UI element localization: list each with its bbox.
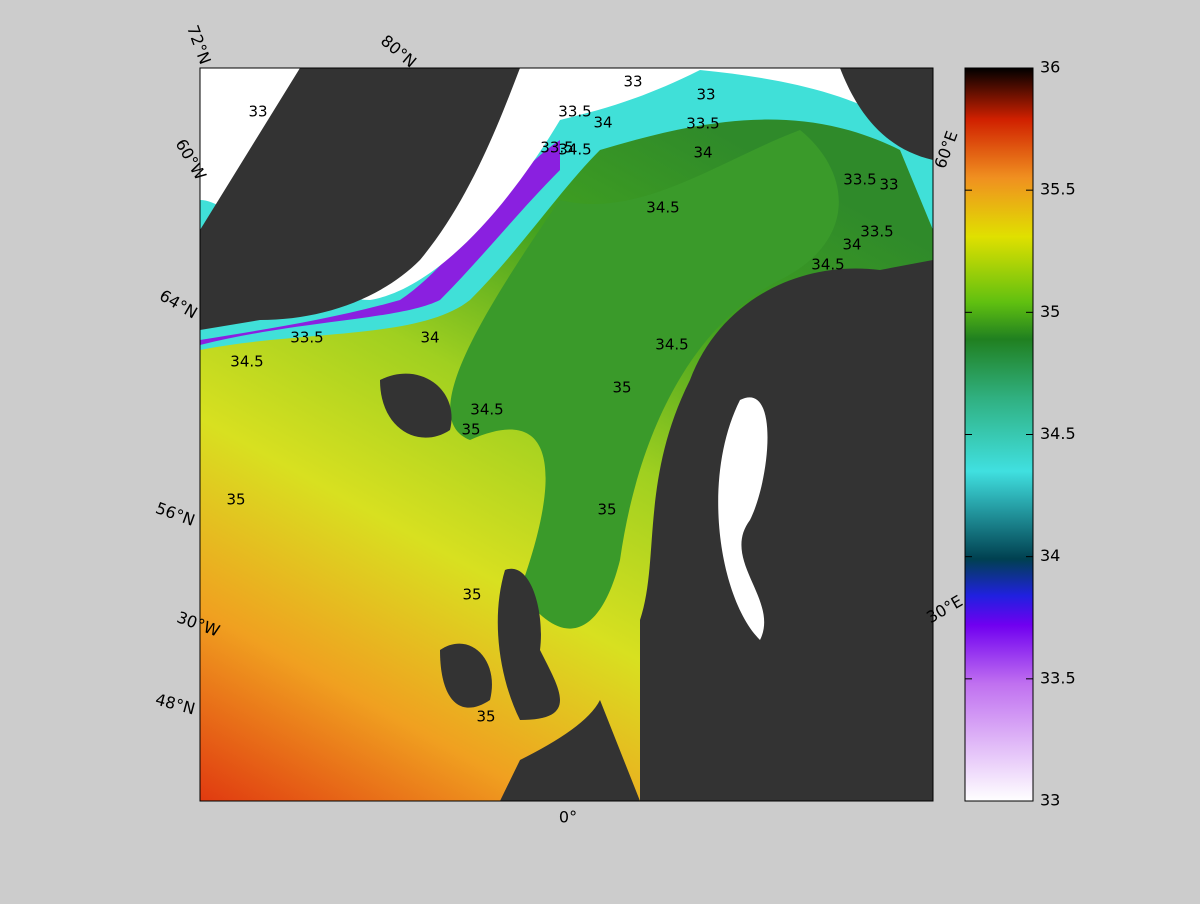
contour-label: 35 — [612, 379, 631, 397]
contour-label: 34.5 — [646, 199, 679, 217]
colorbar-tick-label: 35.5 — [1040, 180, 1076, 199]
contour-label: 35 — [461, 421, 480, 439]
contour-label: 33.5 — [558, 103, 591, 121]
contour-label: 34 — [593, 114, 612, 132]
graticule-label: 72°N — [183, 22, 215, 66]
contour-label: 35 — [226, 491, 245, 509]
colorbar-tick-label: 33 — [1040, 791, 1060, 810]
colorbar-tick-label: 34.5 — [1040, 424, 1076, 443]
graticule-label: 64°N — [156, 286, 200, 323]
contour-label: 33.5 — [686, 115, 719, 133]
contour-label: 34 — [693, 144, 712, 162]
contour-label: 33 — [879, 176, 898, 194]
colorbar-tick-label: 36 — [1040, 58, 1060, 77]
colorbar-tick-label: 34 — [1040, 546, 1060, 565]
contour-label: 33 — [623, 73, 642, 91]
contour-label: 34 — [842, 236, 861, 254]
contour-label: 34.5 — [811, 256, 844, 274]
graticule-label: 48°N — [153, 690, 197, 719]
contour-label: 35 — [476, 708, 495, 726]
contour-label: 33.5 — [860, 223, 893, 241]
colorbar-tick-label: 33.5 — [1040, 668, 1076, 687]
contour-label: 34.5 — [655, 336, 688, 354]
map-area — [200, 68, 933, 801]
contour-label: 33.5 — [540, 139, 573, 157]
graticule-label: 60°E — [931, 128, 962, 171]
contour-label: 35 — [462, 586, 481, 604]
contour-label: 35 — [597, 501, 616, 519]
contour-label: 34.5 — [558, 141, 591, 159]
graticule-label: 0° — [559, 808, 577, 827]
graticule-label: 80°N — [377, 31, 420, 71]
graticule-label: 56°N — [153, 498, 197, 530]
contour-label: 33.5 — [843, 171, 876, 189]
contour-label: 34 — [420, 329, 439, 347]
colorbar-tick-label: 35 — [1040, 302, 1060, 321]
contour-label: 34.5 — [230, 353, 263, 371]
colorbar — [964, 67, 1034, 802]
map-frame — [199, 67, 934, 802]
contour-label: 33 — [248, 103, 267, 121]
contour-label: 33 — [696, 86, 715, 104]
contour-label: 34.5 — [470, 401, 503, 419]
contour-label: 33.5 — [290, 329, 323, 347]
